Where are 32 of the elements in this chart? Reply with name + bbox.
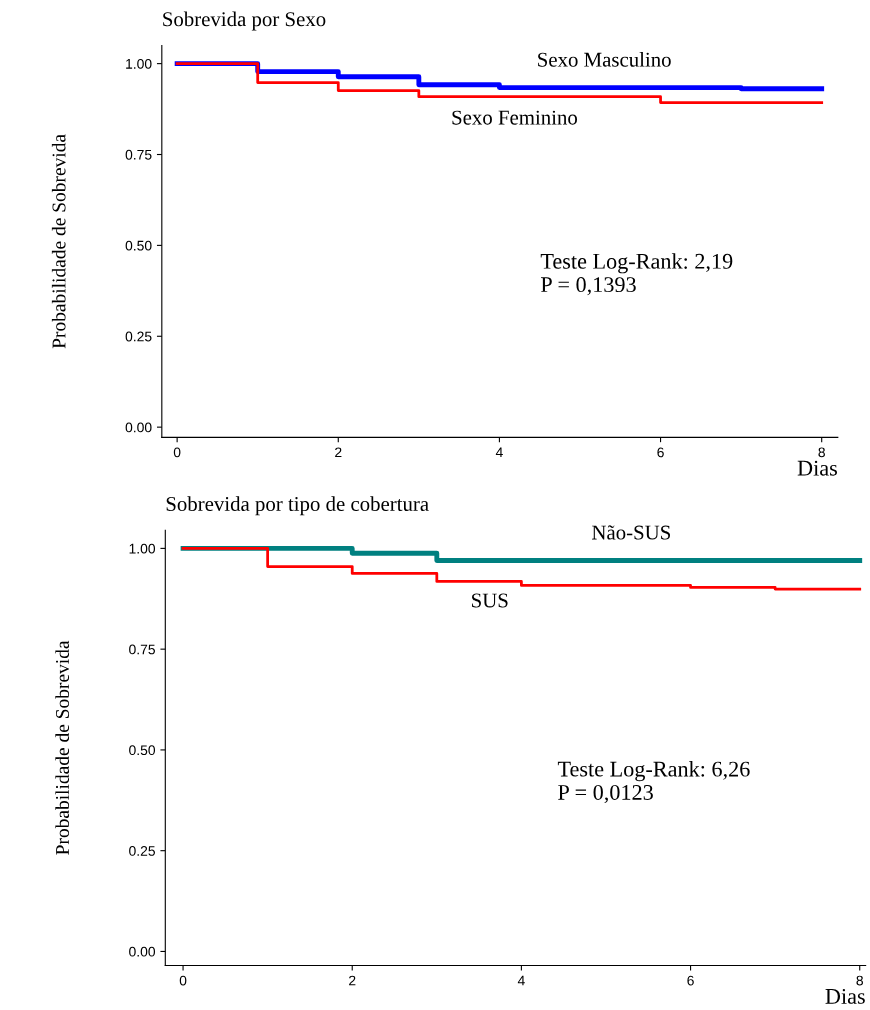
x-tick-label: 0 bbox=[173, 447, 181, 458]
y-axis-title: Probabilidade de Sobrevida bbox=[55, 640, 70, 855]
y-axis-title: Probabilidade de Sobrevida bbox=[51, 134, 66, 349]
y-tick-label: 0.25 bbox=[129, 846, 155, 856]
x-tick-label: 6 bbox=[687, 975, 694, 986]
x-tick-label: 4 bbox=[495, 447, 503, 458]
chart-title: Sobrevida por Sexo bbox=[163, 11, 326, 31]
x-tick-label: 4 bbox=[517, 975, 525, 986]
x-tick-label: 0 bbox=[179, 975, 187, 986]
x-axis-title: Dias bbox=[825, 988, 865, 1004]
x-tick-label: 2 bbox=[335, 447, 342, 458]
series-label: Sexo Masculino bbox=[538, 52, 671, 67]
series-label: Sexo Feminino bbox=[452, 110, 578, 125]
x-tick-label: 6 bbox=[657, 447, 664, 458]
series-label: SUS bbox=[472, 593, 508, 608]
y-tick-label: 1.00 bbox=[126, 58, 152, 69]
y-tick-label: 0.75 bbox=[129, 644, 155, 655]
x-tick-label: 2 bbox=[349, 975, 356, 986]
annotation: Teste Log-Rank: 6,26 P = 0,0123 bbox=[557, 760, 750, 804]
y-tick-label: 0.50 bbox=[125, 240, 152, 251]
y-tick-label: 0.00 bbox=[129, 946, 156, 957]
y-tick-label: 1.00 bbox=[129, 543, 156, 554]
x-tick-label: 8 bbox=[856, 975, 863, 986]
y-tick-label: 0.50 bbox=[129, 745, 156, 756]
y-tick-label: 0.25 bbox=[125, 331, 152, 342]
x-axis-title: Dias bbox=[797, 460, 837, 476]
y-tick-label: 0.00 bbox=[125, 422, 152, 433]
series-label: Não-SUS bbox=[592, 525, 670, 540]
y-tick-label: 0.75 bbox=[125, 149, 152, 160]
x-tick-label: 8 bbox=[818, 447, 825, 458]
chart-title: Sobrevida por tipo de cobertura bbox=[166, 496, 429, 516]
annotation: Teste Log-Rank: 2,19 P = 0,1393 bbox=[540, 253, 733, 296]
